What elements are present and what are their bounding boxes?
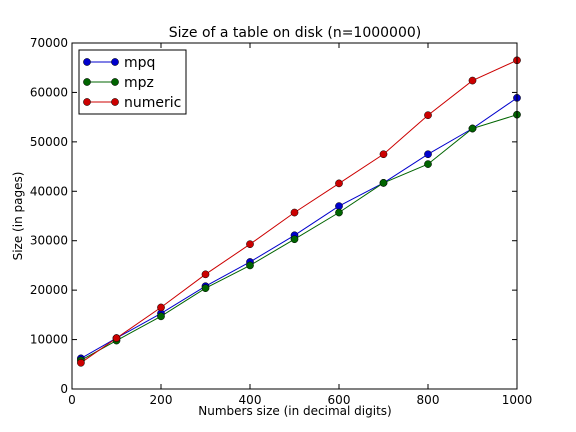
y-tick-label: 30000 bbox=[30, 234, 68, 248]
legend-marker-mpz bbox=[111, 78, 119, 86]
data-point-numeric bbox=[335, 179, 343, 188]
data-point-mpq bbox=[424, 150, 432, 159]
x-tick-label: 400 bbox=[239, 393, 262, 407]
data-point-mpz bbox=[201, 284, 210, 293]
x-tick-label: 800 bbox=[417, 393, 440, 407]
data-point-mpz bbox=[379, 179, 388, 187]
data-point-numeric bbox=[246, 240, 254, 249]
x-tick-label: 600 bbox=[328, 393, 351, 407]
data-point-mpz bbox=[290, 235, 299, 244]
legend: mpq mpz numeric bbox=[78, 49, 187, 115]
y-tick-label: 60000 bbox=[30, 85, 68, 99]
x-axis-title: Numbers size (in decimal digits) bbox=[198, 404, 391, 418]
legend-marker-mpq bbox=[111, 58, 119, 66]
y-axis-title: Size (in pages) bbox=[11, 172, 25, 261]
legend-label-mpq: mpq bbox=[124, 55, 155, 71]
y-tick-label: 20000 bbox=[30, 283, 68, 297]
legend-marker-mpz bbox=[83, 78, 91, 86]
series-layer bbox=[77, 56, 521, 367]
series-line-mpq bbox=[80, 97, 518, 359]
data-point-numeric bbox=[77, 358, 85, 367]
x-tick-label: 200 bbox=[150, 393, 173, 407]
data-point-numeric bbox=[290, 208, 299, 217]
x-axis: 0 200 400 600 800 1000 bbox=[68, 43, 532, 407]
data-point-numeric bbox=[112, 334, 121, 342]
y-tick-label: 70000 bbox=[30, 36, 68, 50]
y-tick-label: 0 bbox=[60, 382, 68, 396]
x-tick-label: 0 bbox=[68, 393, 76, 407]
data-point-mpz bbox=[468, 124, 477, 133]
y-tick-label: 10000 bbox=[30, 333, 68, 347]
legend-marker-numeric bbox=[111, 98, 119, 106]
series-line-mpz bbox=[80, 114, 518, 361]
data-point-mpq bbox=[335, 202, 343, 210]
data-point-mpz bbox=[335, 208, 343, 217]
data-point-mpz bbox=[424, 160, 432, 168]
data-point-mpz bbox=[157, 312, 165, 321]
legend-marker-numeric bbox=[83, 98, 91, 106]
data-point-numeric bbox=[157, 303, 165, 312]
y-tick-label: 40000 bbox=[30, 184, 68, 198]
legend-label-numeric: numeric bbox=[124, 95, 181, 111]
data-point-numeric bbox=[468, 76, 477, 85]
data-point-numeric bbox=[201, 270, 210, 279]
y-tick-label: 50000 bbox=[30, 135, 68, 149]
x-tick-label: 1000 bbox=[502, 393, 533, 407]
y-axis: 0 10000 20000 30000 40000 50000 60000 70000 bbox=[30, 36, 517, 396]
data-point-numeric bbox=[424, 111, 432, 120]
data-point-numeric bbox=[379, 150, 388, 159]
data-point-mpz bbox=[246, 261, 254, 270]
legend-marker-mpq bbox=[83, 58, 91, 66]
chart-title: Size of a table on disk (n=1000000) bbox=[169, 25, 421, 41]
legend-label-mpz: mpz bbox=[124, 75, 154, 91]
plot-frame bbox=[71, 42, 518, 390]
